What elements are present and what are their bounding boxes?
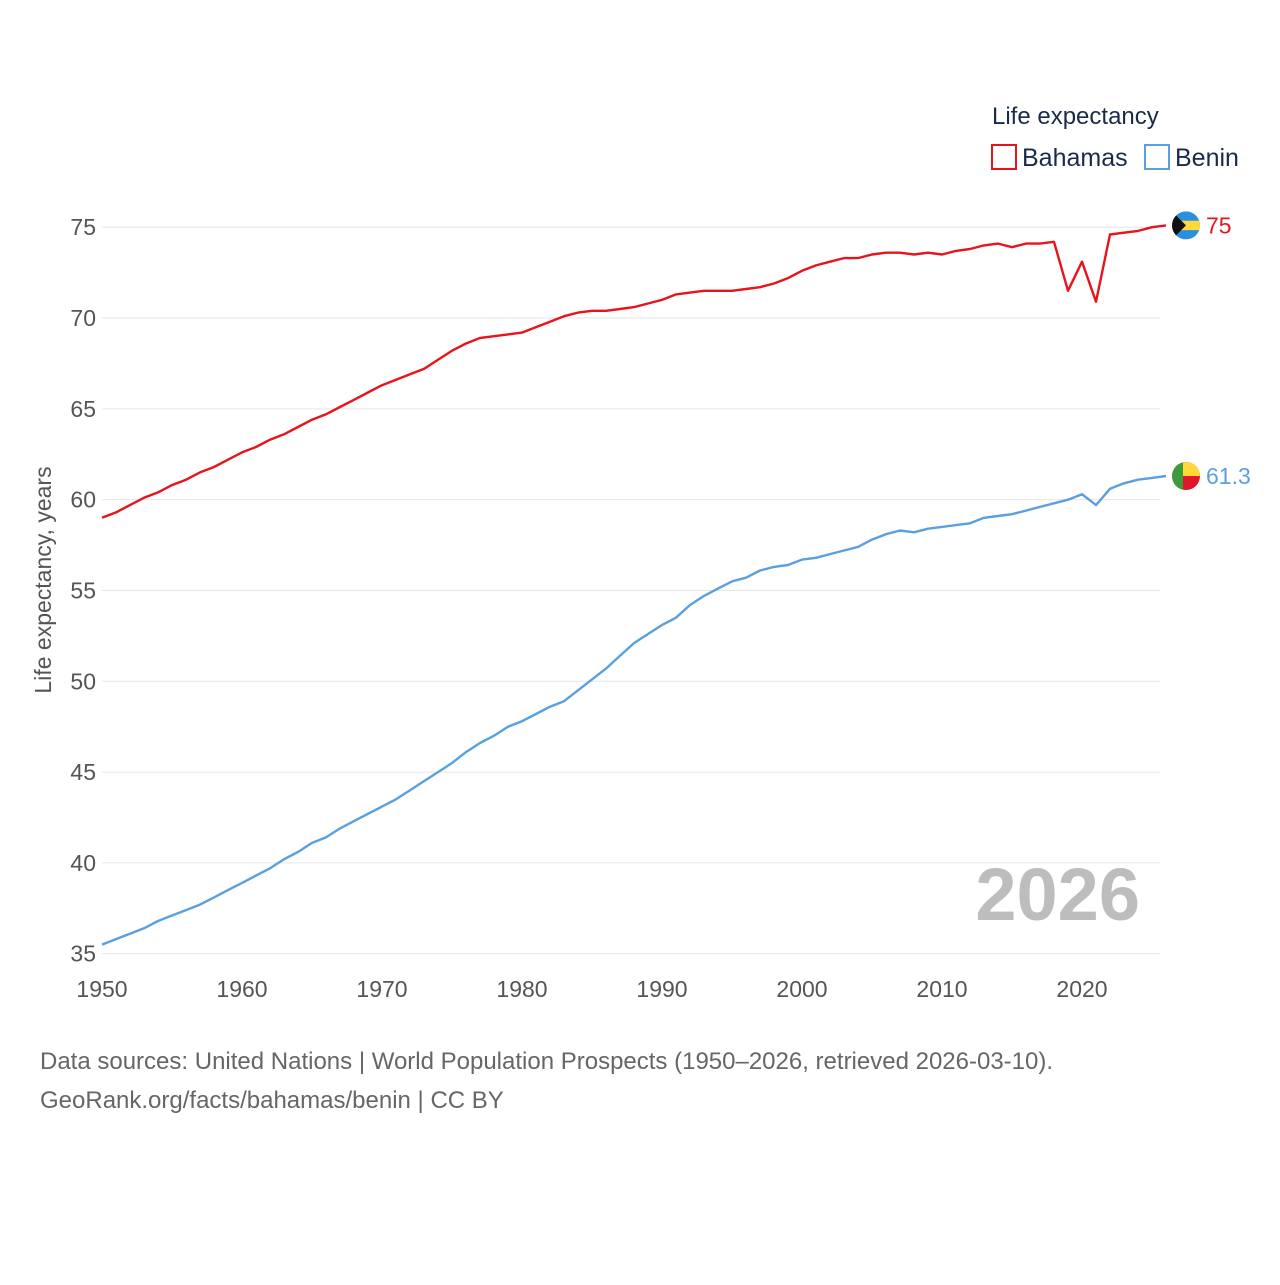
x-tick-label: 2020 (1056, 976, 1107, 1002)
y-tick-label: 45 (70, 759, 96, 785)
legend-item-bahamas[interactable]: Bahamas (991, 144, 1128, 172)
end-value-label-benin: 61.3 (1206, 463, 1251, 489)
x-tick-label: 1960 (216, 976, 267, 1002)
y-tick-label: 60 (70, 487, 96, 513)
x-tick-label: 2000 (776, 976, 827, 1002)
source-line: Data sources: United Nations | World Pop… (40, 1048, 1054, 1075)
end-value-label-bahamas: 75 (1206, 212, 1232, 238)
y-tick-label: 35 (70, 941, 96, 967)
x-axis-tick-labels: 1950 1960 1970 1980 1990 2000 2010 2020 (76, 976, 1107, 1002)
y-tick-label: 55 (70, 577, 96, 603)
y-tick-label: 50 (70, 668, 96, 694)
x-tick-label: 2010 (916, 976, 967, 1002)
x-tick-label: 1980 (496, 976, 547, 1002)
x-tick-label: 1950 (76, 976, 127, 1002)
legend-title: Life expectancy (992, 103, 1159, 130)
legend: Life expectancy Bahamas Benin (991, 103, 1239, 172)
y-tick-label: 65 (70, 396, 96, 422)
series-lines (101, 224, 1167, 946)
y-tick-label: 75 (70, 214, 96, 240)
bahamas-flag-icon (1172, 211, 1200, 240)
x-tick-label: 1970 (356, 976, 407, 1002)
series-end-benin: 61.3 (1172, 462, 1251, 491)
series-line-bahamas (101, 224, 1167, 519)
legend-swatch-benin (1144, 144, 1170, 170)
series-end-bahamas: 75 (1172, 211, 1232, 240)
y-tick-label: 40 (70, 850, 96, 876)
legend-swatch-bahamas (991, 144, 1017, 170)
gridlines (102, 226, 1160, 955)
attribution-line[interactable]: GeoRank.org/facts/bahamas/benin | CC BY (40, 1087, 504, 1114)
series-line-benin (101, 474, 1167, 946)
y-tick-label: 70 (70, 305, 96, 331)
legend-label-bahamas: Bahamas (1022, 144, 1128, 172)
y-axis-tick-labels: 35 40 45 50 55 60 65 70 75 (70, 214, 96, 966)
x-tick-label: 1990 (636, 976, 687, 1002)
legend-item-benin[interactable]: Benin (1144, 144, 1239, 172)
y-axis-label: Life expectancy, years (30, 466, 56, 693)
year-watermark: 2026 (975, 853, 1140, 936)
legend-label-benin: Benin (1175, 144, 1239, 172)
benin-flag-icon (1172, 462, 1200, 491)
data-source-footer: Data sources: United Nations | World Pop… (40, 1042, 1260, 1120)
